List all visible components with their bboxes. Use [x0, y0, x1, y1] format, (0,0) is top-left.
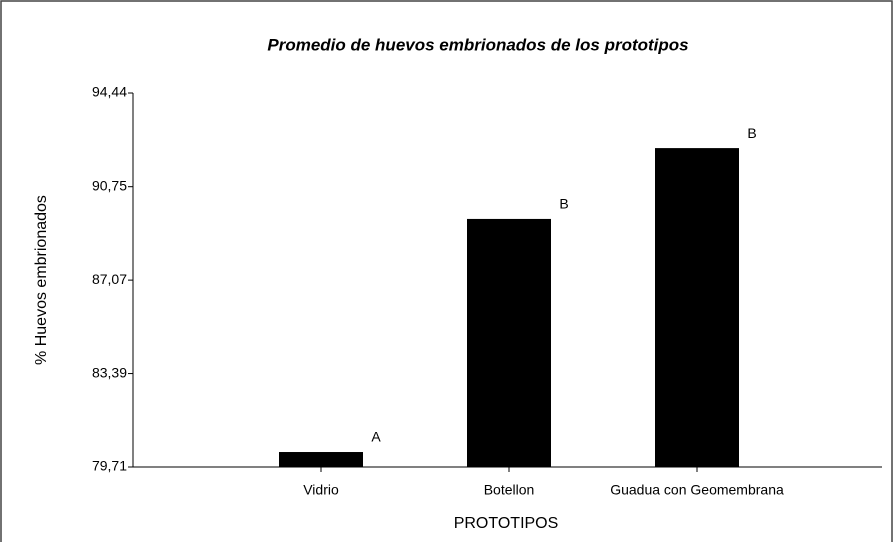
- y-tick-label: 87,07: [92, 271, 127, 287]
- x-axis-title: PROTOTIPOS: [454, 515, 559, 532]
- y-tick-label: 94,44: [92, 84, 127, 100]
- bar: [467, 218, 551, 467]
- y-tick-label: 90,75: [92, 177, 127, 193]
- group-letter: B: [747, 125, 756, 141]
- x-tick-label: Botellon: [484, 482, 535, 498]
- group-letter: A: [371, 429, 381, 445]
- y-axis-title: % Huevos embrionados: [33, 195, 50, 365]
- y-tick-label: 79,71: [92, 458, 127, 474]
- bar: [655, 148, 739, 467]
- y-tick-label: 83,39: [92, 364, 127, 380]
- group-letter: B: [559, 196, 568, 212]
- chart-title: Promedio de huevos embrionados de los pr…: [267, 35, 688, 54]
- x-tick-label: Guadua con Geomembrana: [610, 482, 784, 498]
- x-tick-label: Vidrio: [303, 482, 339, 498]
- bar: [279, 452, 363, 467]
